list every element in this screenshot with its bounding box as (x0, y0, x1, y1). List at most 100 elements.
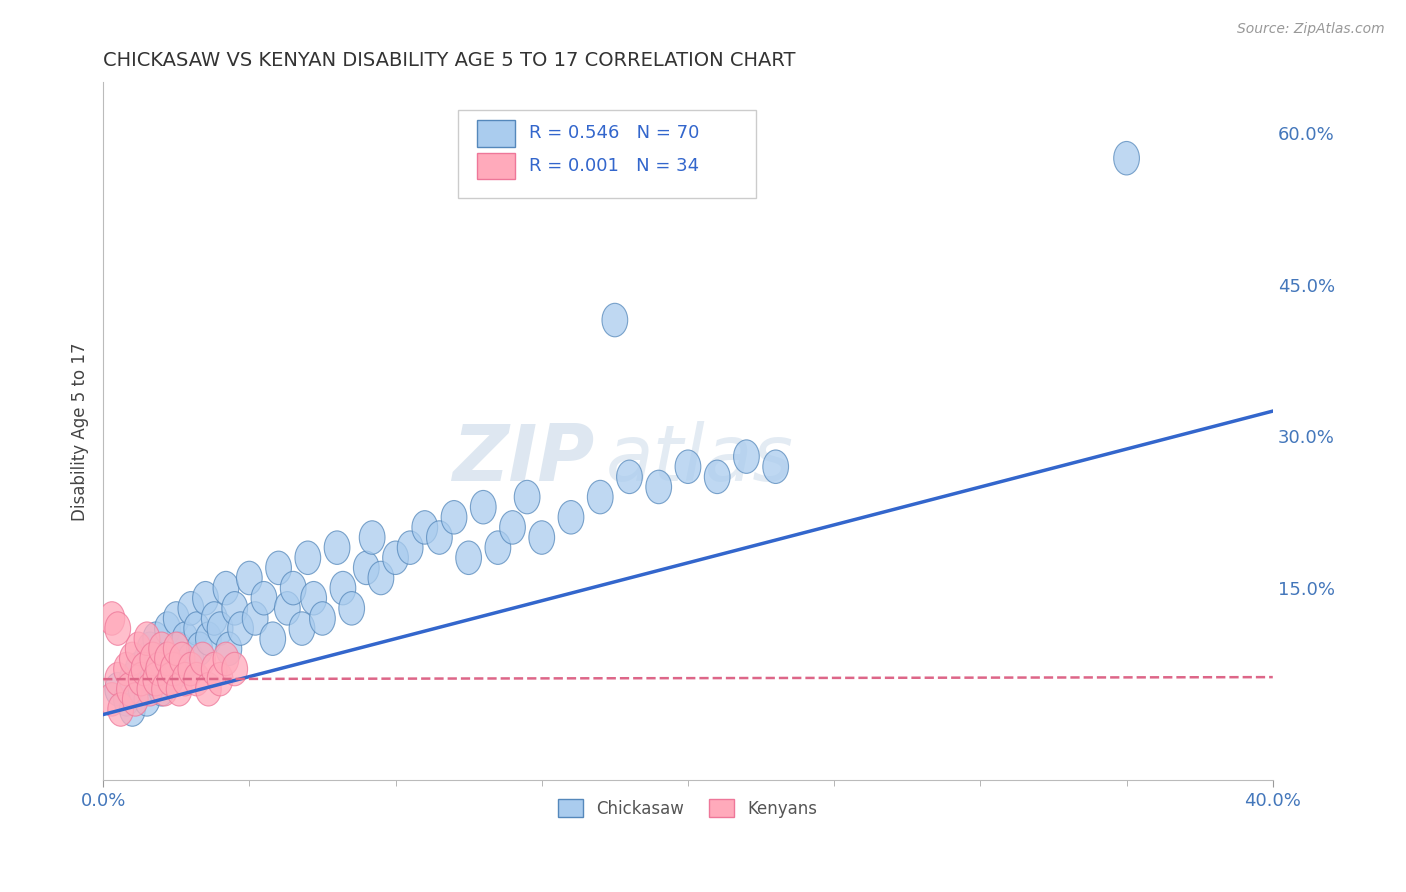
Ellipse shape (1114, 142, 1139, 175)
Ellipse shape (217, 632, 242, 665)
Ellipse shape (368, 561, 394, 595)
Ellipse shape (187, 632, 212, 665)
Ellipse shape (125, 652, 150, 686)
Ellipse shape (260, 622, 285, 656)
Ellipse shape (280, 572, 307, 605)
Ellipse shape (179, 652, 204, 686)
Ellipse shape (339, 591, 364, 625)
Ellipse shape (195, 673, 221, 706)
Ellipse shape (471, 491, 496, 524)
Ellipse shape (228, 612, 253, 645)
Ellipse shape (160, 652, 186, 686)
Ellipse shape (98, 682, 125, 716)
Ellipse shape (172, 622, 198, 656)
Ellipse shape (456, 541, 481, 574)
Y-axis label: Disability Age 5 to 17: Disability Age 5 to 17 (72, 342, 89, 521)
Ellipse shape (134, 622, 160, 656)
Ellipse shape (136, 673, 163, 706)
Ellipse shape (157, 663, 183, 696)
Ellipse shape (763, 450, 789, 483)
Ellipse shape (330, 572, 356, 605)
Ellipse shape (172, 663, 198, 696)
Ellipse shape (295, 541, 321, 574)
Ellipse shape (222, 652, 247, 686)
Ellipse shape (166, 632, 193, 665)
Ellipse shape (499, 510, 526, 544)
Ellipse shape (155, 642, 180, 675)
Ellipse shape (149, 632, 174, 665)
Text: Source: ZipAtlas.com: Source: ZipAtlas.com (1237, 22, 1385, 37)
Ellipse shape (157, 663, 183, 696)
Ellipse shape (426, 521, 453, 554)
Ellipse shape (134, 642, 160, 675)
Ellipse shape (190, 642, 215, 675)
Ellipse shape (222, 591, 247, 625)
Ellipse shape (441, 500, 467, 534)
Legend: Chickasaw, Kenyans: Chickasaw, Kenyans (551, 793, 824, 824)
Ellipse shape (558, 500, 583, 534)
Ellipse shape (201, 602, 228, 635)
Text: ZIP: ZIP (453, 421, 595, 497)
Ellipse shape (143, 622, 169, 656)
Ellipse shape (201, 652, 228, 686)
Ellipse shape (122, 682, 148, 716)
Ellipse shape (290, 612, 315, 645)
Ellipse shape (169, 642, 195, 675)
Ellipse shape (675, 450, 700, 483)
Ellipse shape (207, 663, 233, 696)
Ellipse shape (179, 591, 204, 625)
Ellipse shape (166, 673, 193, 706)
Ellipse shape (602, 303, 627, 337)
Ellipse shape (117, 673, 142, 706)
Ellipse shape (214, 572, 239, 605)
Ellipse shape (141, 663, 166, 696)
Ellipse shape (152, 673, 177, 706)
Ellipse shape (195, 622, 221, 656)
Ellipse shape (120, 663, 145, 696)
Ellipse shape (179, 642, 204, 675)
Ellipse shape (141, 642, 166, 675)
Ellipse shape (252, 582, 277, 615)
Ellipse shape (128, 663, 155, 696)
Ellipse shape (120, 693, 145, 726)
Ellipse shape (485, 531, 510, 565)
Ellipse shape (353, 551, 380, 584)
Ellipse shape (184, 663, 209, 696)
Ellipse shape (325, 531, 350, 565)
Ellipse shape (207, 612, 233, 645)
Ellipse shape (274, 591, 301, 625)
Ellipse shape (134, 682, 160, 716)
Ellipse shape (645, 470, 672, 504)
Ellipse shape (98, 602, 125, 635)
Ellipse shape (184, 612, 209, 645)
Ellipse shape (704, 460, 730, 493)
Text: atlas: atlas (606, 421, 794, 497)
Ellipse shape (193, 582, 218, 615)
FancyBboxPatch shape (457, 111, 756, 197)
Ellipse shape (398, 531, 423, 565)
Ellipse shape (105, 612, 131, 645)
Ellipse shape (146, 652, 172, 686)
Ellipse shape (105, 673, 131, 706)
Ellipse shape (382, 541, 408, 574)
Ellipse shape (155, 642, 180, 675)
Ellipse shape (360, 521, 385, 554)
Ellipse shape (309, 602, 335, 635)
Text: R = 0.546   N = 70: R = 0.546 N = 70 (529, 124, 699, 143)
Ellipse shape (617, 460, 643, 493)
Text: CHICKASAW VS KENYAN DISABILITY AGE 5 TO 17 CORRELATION CHART: CHICKASAW VS KENYAN DISABILITY AGE 5 TO … (103, 51, 796, 70)
Ellipse shape (169, 652, 195, 686)
Ellipse shape (131, 652, 157, 686)
FancyBboxPatch shape (478, 120, 515, 146)
Ellipse shape (143, 663, 169, 696)
Ellipse shape (236, 561, 262, 595)
Ellipse shape (155, 612, 180, 645)
Ellipse shape (136, 632, 163, 665)
Ellipse shape (108, 693, 134, 726)
Ellipse shape (266, 551, 291, 584)
Ellipse shape (105, 663, 131, 696)
Text: R = 0.001   N = 34: R = 0.001 N = 34 (529, 157, 699, 175)
FancyBboxPatch shape (478, 153, 515, 179)
Ellipse shape (128, 673, 155, 706)
Ellipse shape (214, 642, 239, 675)
